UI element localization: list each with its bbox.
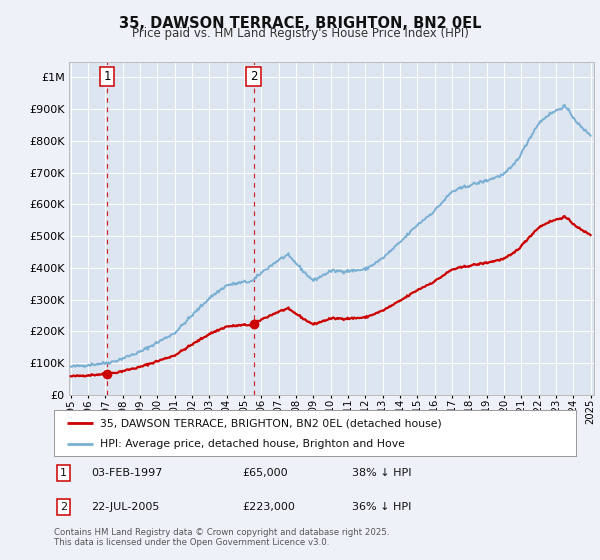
- Text: HPI: Average price, detached house, Brighton and Hove: HPI: Average price, detached house, Brig…: [100, 439, 405, 449]
- Text: 35, DAWSON TERRACE, BRIGHTON, BN2 0EL: 35, DAWSON TERRACE, BRIGHTON, BN2 0EL: [119, 16, 481, 31]
- Text: 03-FEB-1997: 03-FEB-1997: [92, 468, 163, 478]
- Text: 36% ↓ HPI: 36% ↓ HPI: [352, 502, 411, 512]
- Text: Contains HM Land Registry data © Crown copyright and database right 2025.
This d: Contains HM Land Registry data © Crown c…: [54, 528, 389, 547]
- Text: 38% ↓ HPI: 38% ↓ HPI: [352, 468, 411, 478]
- Text: 35, DAWSON TERRACE, BRIGHTON, BN2 0EL (detached house): 35, DAWSON TERRACE, BRIGHTON, BN2 0EL (d…: [100, 418, 442, 428]
- Text: 2: 2: [60, 502, 67, 512]
- Text: Price paid vs. HM Land Registry's House Price Index (HPI): Price paid vs. HM Land Registry's House …: [131, 27, 469, 40]
- Text: £65,000: £65,000: [242, 468, 287, 478]
- Text: £223,000: £223,000: [242, 502, 295, 512]
- Text: 2: 2: [250, 70, 257, 83]
- Text: 1: 1: [103, 70, 110, 83]
- Text: 22-JUL-2005: 22-JUL-2005: [92, 502, 160, 512]
- Text: 1: 1: [60, 468, 67, 478]
